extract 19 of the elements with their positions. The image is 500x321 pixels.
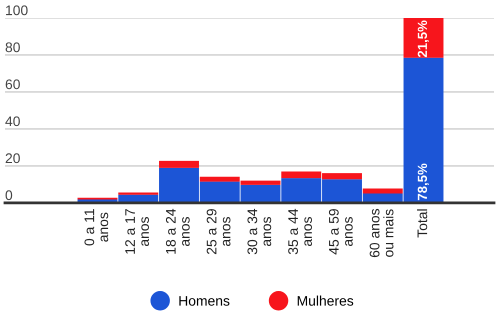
x-tick-label: 25 a 29 anos bbox=[206, 209, 230, 254]
x-tick-label: 45 a 59 anos bbox=[328, 209, 353, 254]
x-tick-label: 60 anos ou mais bbox=[370, 208, 394, 258]
y-tick-label: 20 bbox=[6, 153, 20, 164]
y-tick-label: 80 bbox=[6, 42, 20, 52]
x-tick-label: Total bbox=[417, 209, 428, 238]
legend-label: Homens bbox=[179, 296, 230, 306]
data-label: 21,5% bbox=[418, 20, 429, 58]
x-tick-label: 12 a 17 anos bbox=[125, 209, 149, 254]
x-tick-label: 35 a 44 anos bbox=[288, 208, 312, 254]
y-tick-label: 60 bbox=[6, 79, 20, 90]
x-tick-label: 30 a 34 anos bbox=[247, 208, 272, 254]
y-tick-label: 40 bbox=[5, 116, 20, 126]
y-tick-label: 0 bbox=[6, 190, 12, 200]
legend-label: Mulheres bbox=[298, 296, 354, 306]
x-tick-label: 0 a 11 anos bbox=[84, 209, 108, 246]
data-label: 78,5% bbox=[418, 164, 429, 200]
y-tick-label: 100 bbox=[6, 5, 28, 16]
x-tick-label: 18 a 24 anos bbox=[166, 208, 190, 254]
